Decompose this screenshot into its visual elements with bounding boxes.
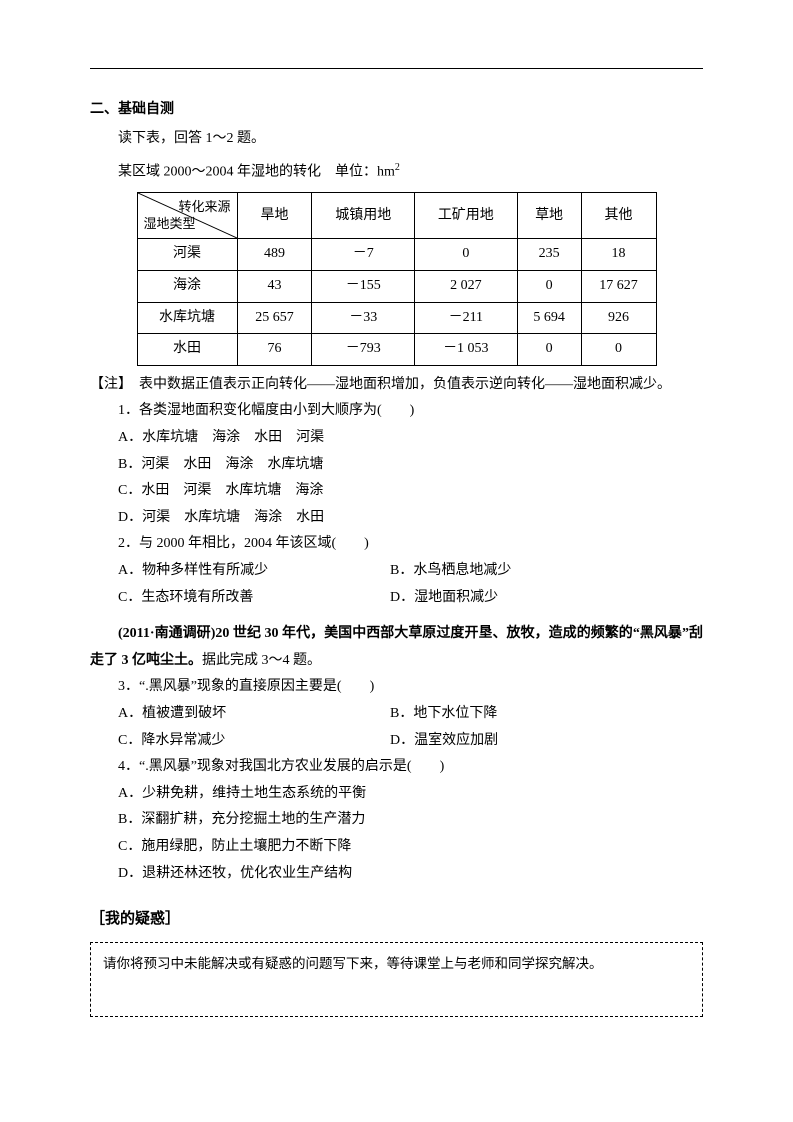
cell: 5 694 — [517, 302, 581, 334]
q1-opt-a: A．水库坑塘 海涂 水田 河渠 — [90, 425, 703, 452]
table-caption-sup: 2 — [395, 162, 400, 173]
table-caption: 某区域 2000～2004 年湿地的转化 单位：hm2 — [90, 158, 703, 186]
q3-stem: 3．“.黑风暴”现象的直接原因主要是( ) — [90, 674, 703, 701]
table-row: 水库坑塘 25 657 －33 －211 5 694 926 — [137, 302, 656, 334]
col-1: 城镇用地 — [312, 193, 415, 239]
q1-stem: 1．各类湿地面积变化幅度由小到大顺序为( ) — [90, 398, 703, 425]
table-caption-text: 某区域 2000～2004 年湿地的转化 单位：hm — [118, 165, 395, 180]
q2-opt-d: D．湿地面积减少 — [390, 585, 498, 612]
cell: 0 — [581, 334, 656, 366]
q3-opt-b: B．地下水位下降 — [390, 701, 497, 728]
cell: 0 — [415, 239, 518, 271]
cell: 489 — [237, 239, 312, 271]
cell: －7 — [312, 239, 415, 271]
q4-opt-a: A．少耕免耕，维持土地生态系统的平衡 — [90, 781, 703, 808]
q2-opt-a: A．物种多样性有所减少 — [90, 558, 390, 585]
cell: 926 — [581, 302, 656, 334]
q2-opt-c: C．生态环境有所改善 — [90, 585, 390, 612]
q1-opt-d: D．河渠 水库坑塘 海涂 水田 — [90, 505, 703, 532]
table-row: 水田 76 －793 －1 053 0 0 — [137, 334, 656, 366]
row-label: 水田 — [137, 334, 237, 366]
diag-header-cell: 转化来源 湿地类型 — [137, 193, 237, 239]
col-0: 旱地 — [237, 193, 312, 239]
q1-opt-b: B．河渠 水田 海涂 水库坑塘 — [90, 452, 703, 479]
q4-opt-d: D．退耕还林还牧，优化农业生产结构 — [90, 861, 703, 888]
q3-opt-c: C．降水异常减少 — [90, 728, 390, 755]
table-header-row: 转化来源 湿地类型 旱地 城镇用地 工矿用地 草地 其他 — [137, 193, 656, 239]
context-para: (2011·南通调研)20 世纪 30 年代，美国中西部大草原过度开垦、放牧，造… — [90, 621, 703, 674]
col-3: 草地 — [517, 193, 581, 239]
cell: 43 — [237, 271, 312, 303]
q4-opt-b: B．深翻扩耕，充分挖掘土地的生产潜力 — [90, 807, 703, 834]
q3-opt-a: A．植被遭到破坏 — [90, 701, 390, 728]
doubts-text: 请你将预习中未能解决或有疑惑的问题写下来，等待课堂上与老师和同学探究解决。 — [103, 956, 603, 971]
q3-opt-d: D．温室效应加剧 — [390, 728, 498, 755]
q4-opt-c: C．施用绿肥，防止土壤肥力不断下降 — [90, 834, 703, 861]
cell: －33 — [312, 302, 415, 334]
cell: 2 027 — [415, 271, 518, 303]
cell: －793 — [312, 334, 415, 366]
table-row: 海涂 43 －155 2 027 0 17 627 — [137, 271, 656, 303]
cell: －211 — [415, 302, 518, 334]
cell: 235 — [517, 239, 581, 271]
cell: 25 657 — [237, 302, 312, 334]
row-label: 河渠 — [137, 239, 237, 271]
table-note: 【注】 表中数据正值表示正向转化——湿地面积增加，负值表示逆向转化——湿地面积减… — [90, 372, 703, 399]
q2-stem: 2．与 2000 年相比，2004 年该区域( ) — [90, 531, 703, 558]
instruction-1: 读下表，回答 1～2 题。 — [90, 126, 703, 153]
section-heading: 二、基础自测 — [90, 97, 703, 124]
cell: 18 — [581, 239, 656, 271]
table-row: 河渠 489 －7 0 235 18 — [137, 239, 656, 271]
q4-stem: 4．“.黑风暴”现象对我国北方农业发展的启示是( ) — [90, 754, 703, 781]
cell: 0 — [517, 334, 581, 366]
wetland-table: 转化来源 湿地类型 旱地 城镇用地 工矿用地 草地 其他 河渠 489 －7 0… — [137, 192, 657, 365]
q1-opt-c: C．水田 河渠 水库坑塘 海涂 — [90, 478, 703, 505]
context-tail: 据此完成 3～4 题。 — [202, 653, 321, 668]
diag-bottom-label: 湿地类型 — [144, 212, 196, 237]
doubts-heading: ［我的疑惑］ — [90, 905, 703, 934]
cell: 76 — [237, 334, 312, 366]
row-label: 海涂 — [137, 271, 237, 303]
cell: －1 053 — [415, 334, 518, 366]
top-rule — [90, 68, 703, 69]
q2-opt-b: B．水鸟栖息地减少 — [390, 558, 511, 585]
context-bold: (2011·南通调研)20 世纪 30 年代，美国中西部大草原过度开垦、放牧，造… — [90, 626, 703, 668]
cell: －155 — [312, 271, 415, 303]
cell: 0 — [517, 271, 581, 303]
row-label: 水库坑塘 — [137, 302, 237, 334]
cell: 17 627 — [581, 271, 656, 303]
col-4: 其他 — [581, 193, 656, 239]
doubts-box: 请你将预习中未能解决或有疑惑的问题写下来，等待课堂上与老师和同学探究解决。 — [90, 942, 703, 1018]
col-2: 工矿用地 — [415, 193, 518, 239]
